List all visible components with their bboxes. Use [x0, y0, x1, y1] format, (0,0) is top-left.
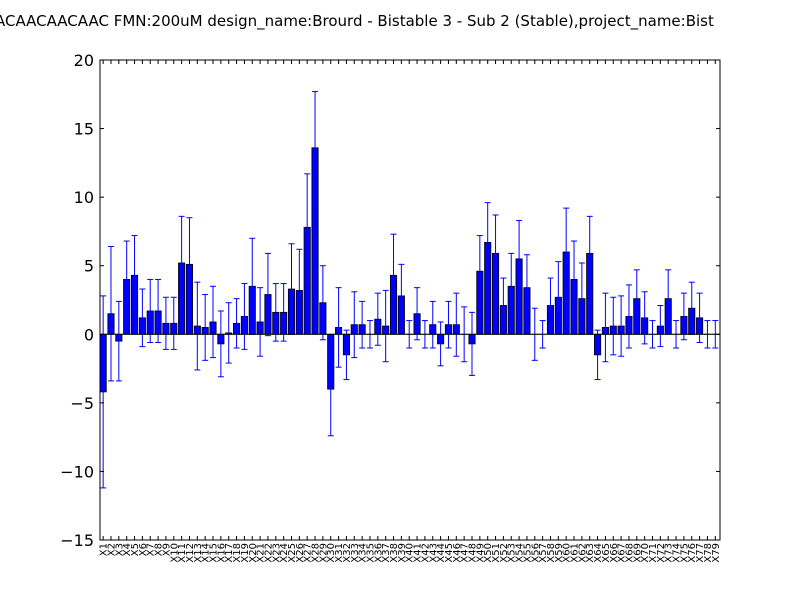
x-tick-label: X41 [413, 543, 424, 563]
x-tick-label: X12 [185, 543, 196, 563]
x-tick-label: X25 [287, 543, 298, 563]
x-tick-label: X26 [295, 543, 306, 563]
x-tick-label: X62 [577, 543, 588, 563]
y-tick-label: 15 [74, 120, 94, 139]
y-tick-label: 0 [84, 325, 94, 344]
y-tick-label: −5 [70, 394, 94, 413]
x-tick-label: X76 [687, 543, 698, 563]
x-tick-label: X64 [593, 543, 604, 563]
x-tick-label: X58 [546, 543, 557, 563]
x-tick-label: X59 [554, 543, 565, 563]
x-tick-label: X42 [420, 543, 431, 563]
x-tick-label: X60 [562, 543, 573, 563]
x-tick-label: X40 [405, 543, 416, 563]
x-tick-label: X78 [703, 543, 714, 563]
x-tick-label: X52 [499, 543, 510, 563]
x-tick-label: X32 [342, 543, 353, 563]
x-tick-label: X3 [114, 543, 125, 556]
x-tick-label: X11 [177, 543, 188, 563]
x-tick-label: X8 [154, 543, 165, 556]
x-tick-label: X69 [632, 543, 643, 563]
x-tick-label: X24 [279, 543, 290, 563]
x-tick-label: X66 [609, 543, 620, 563]
x-tick-label: X56 [530, 543, 541, 563]
x-tick-label: X49 [475, 543, 486, 563]
x-tick-label: X28 [311, 543, 322, 563]
y-tick-label: −15 [60, 531, 94, 550]
x-tick-label: X33 [350, 543, 361, 563]
x-tick-label: X20 [248, 543, 259, 563]
x-tick-label: X51 [491, 543, 502, 563]
x-tick-label: X79 [711, 543, 722, 563]
x-tick-label: X23 [271, 543, 282, 563]
bars-group [99, 147, 719, 393]
x-tick-label: X74 [672, 543, 683, 563]
x-tick-label: X65 [601, 543, 612, 563]
x-tick-label: X54 [515, 543, 526, 563]
y-axis: −15 −10 −5 0 5 10 15 20 [60, 51, 720, 550]
x-tick-label: X35 [365, 543, 376, 563]
x-tick-label: X77 [695, 543, 706, 563]
x-tick-label: X1 [99, 543, 110, 556]
x-tick-label: X46 [452, 543, 463, 563]
x-tick-label: X38 [389, 543, 400, 563]
y-tick-label: 20 [74, 51, 94, 70]
x-tick-label: X36 [373, 543, 384, 563]
x-tick-label: X39 [397, 543, 408, 563]
x-tick-label: X7 [146, 543, 157, 556]
x-tick-label: X31 [334, 543, 345, 563]
x-tick-label: X50 [483, 543, 494, 563]
x-tick-label: X14 [201, 543, 212, 563]
x-tick-label: X10 [169, 543, 180, 563]
x-axis: X1X2X3X4X5X6X7X8X9X10X11X12X13X14X15X16X… [99, 60, 722, 563]
x-tick-label: X72 [656, 543, 667, 563]
x-tick-label: X70 [640, 543, 651, 563]
x-tick-label: X27 [303, 543, 314, 563]
x-tick-label: X37 [381, 543, 392, 563]
x-tick-label: X18 [232, 543, 243, 563]
x-tick-label: X30 [326, 543, 337, 563]
x-tick-label: X4 [122, 543, 133, 556]
x-tick-label: X29 [318, 543, 329, 563]
x-tick-label: X13 [193, 543, 204, 563]
y-tick-label: 5 [84, 257, 94, 276]
x-tick-label: X21 [256, 543, 267, 563]
x-tick-label: X22 [263, 543, 274, 563]
x-tick-label: X15 [209, 543, 220, 563]
x-tick-label: X67 [617, 543, 628, 563]
x-tick-label: X43 [428, 543, 439, 563]
x-tick-label: X2 [106, 543, 117, 556]
x-tick-label: X44 [436, 543, 447, 563]
x-tick-label: X9 [161, 543, 172, 556]
x-tick-label: X6 [138, 543, 149, 556]
x-tick-label: X73 [664, 543, 675, 563]
x-tick-label: X5 [130, 543, 141, 556]
x-tick-label: X16 [216, 543, 227, 563]
x-tick-label: X47 [460, 543, 471, 563]
x-tick-label: X48 [468, 543, 479, 563]
x-tick-label: X61 [570, 543, 581, 563]
x-tick-label: X57 [538, 543, 549, 563]
y-tick-label: 10 [74, 188, 94, 207]
error-bars-group [100, 91, 719, 489]
chart-title: ACAACAACAAC FMN:200uM design_name:Brourd… [0, 12, 714, 31]
x-tick-label: X34 [358, 543, 369, 563]
y-tick-label: −10 [60, 462, 94, 481]
x-tick-label: X17 [224, 543, 235, 563]
x-tick-label: X55 [522, 543, 533, 563]
x-tick-label: X71 [648, 543, 659, 563]
x-tick-label: X45 [444, 543, 455, 563]
x-tick-label: X19 [240, 543, 251, 563]
plot-frame [99, 59, 721, 541]
x-tick-label: X75 [679, 543, 690, 563]
x-tick-label: X68 [624, 543, 635, 563]
x-tick-label: X53 [507, 543, 518, 563]
x-tick-label: X63 [585, 543, 596, 563]
